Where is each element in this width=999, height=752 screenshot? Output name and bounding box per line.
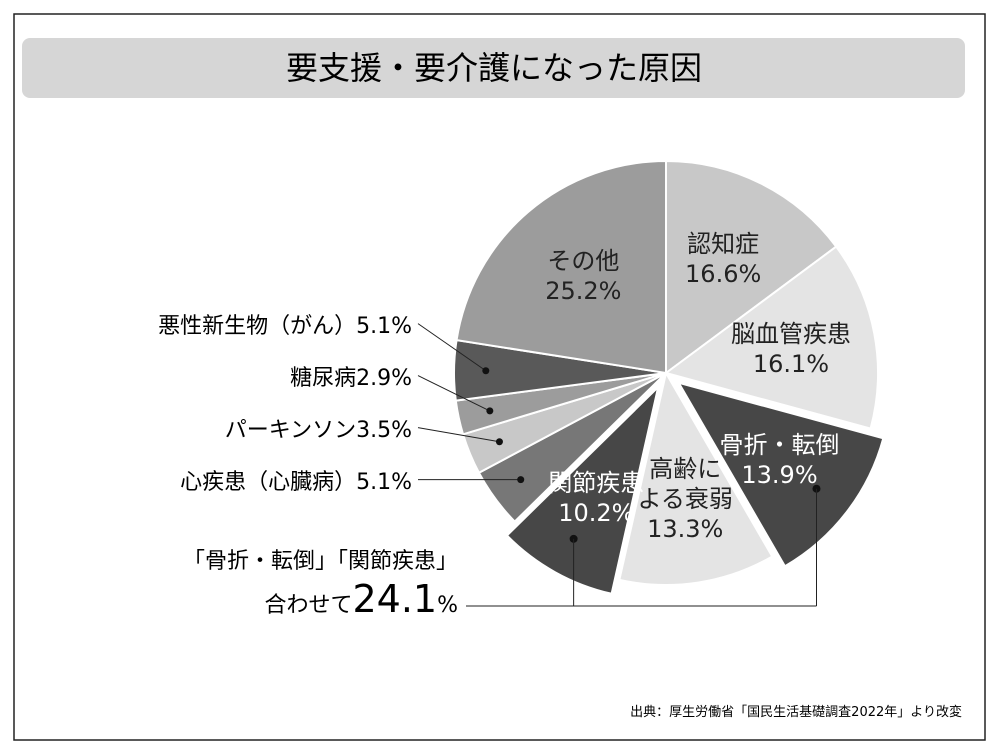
category-label: 糖尿病: [290, 365, 357, 391]
pie-slice: [455, 159, 667, 375]
value-label: 25.2%: [545, 277, 622, 306]
slice-label: 認知症 16.6%: [685, 229, 761, 289]
value-label: 13.9%: [741, 461, 818, 490]
value-label: 5.1%: [356, 313, 412, 339]
category-label: 高齢に よる衰弱: [637, 454, 733, 513]
title-band: [22, 38, 965, 98]
category-label: パーキンソン: [224, 417, 357, 443]
chart-title: 要支援・要介護になった原因: [286, 49, 702, 87]
pie-slice: [676, 381, 885, 568]
outside-label: 糖尿病2.9%: [290, 360, 412, 392]
slice-label: 高齢に よる衰弱 13.3%: [638, 454, 733, 544]
slice-label: その他 25.2%: [545, 246, 621, 306]
annotation: 「骨折・転倒」「関節疾患」: [183, 549, 458, 574]
source: 出典：厚生労働省「国民生活基礎調査2022年」より改変: [630, 704, 962, 720]
leader-dot: [486, 407, 494, 415]
annotation: 合わせて24.1%: [264, 577, 458, 621]
outside-label: 悪性新生物（がん）5.1%: [158, 308, 412, 340]
annotation-text: 合わせて: [264, 593, 352, 618]
category-label: その他: [547, 247, 620, 276]
value-label: 5.1%: [356, 469, 412, 495]
value-label: 16.1%: [752, 350, 830, 379]
pie-slice: [618, 370, 774, 586]
outside-label: 心疾患（心臓病）5.1%: [180, 464, 412, 496]
leader-line: [417, 323, 487, 372]
category-label: 悪性新生物（がん）: [158, 313, 357, 339]
slice-label: 骨折・転倒 13.9%: [720, 430, 840, 490]
category-label: 骨折・転倒: [719, 431, 840, 460]
category-label: 認知症: [687, 230, 760, 259]
slice-label: 脳血管疾患 16.1%: [731, 319, 851, 379]
value-label: 10.2%: [558, 499, 635, 528]
pie-slice: [663, 245, 879, 430]
slice-label: 関節疾患 10.2%: [548, 468, 644, 528]
leader-dot: [517, 476, 525, 484]
value-label: 16.6%: [685, 260, 762, 289]
category-label: 脳血管疾患: [730, 320, 851, 349]
leader-line: [417, 427, 500, 443]
value-label: 2.9%: [356, 365, 412, 391]
pie-slice: [665, 159, 838, 375]
value-label: 3.5%: [356, 417, 412, 443]
category-label: 心疾患（心臓病）: [180, 469, 357, 495]
leader-dot: [495, 438, 503, 446]
leader-line: [417, 375, 491, 412]
leader-dot: [482, 367, 490, 375]
annotation-unit: %: [437, 593, 458, 618]
pie-slice: [505, 383, 660, 595]
category-label: 関節疾患: [548, 469, 645, 498]
frame: [13, 13, 986, 741]
value-label: 13.3%: [647, 514, 724, 543]
annotation-value: 24.1: [352, 577, 437, 621]
outside-label: パーキンソン3.5%: [225, 412, 412, 444]
